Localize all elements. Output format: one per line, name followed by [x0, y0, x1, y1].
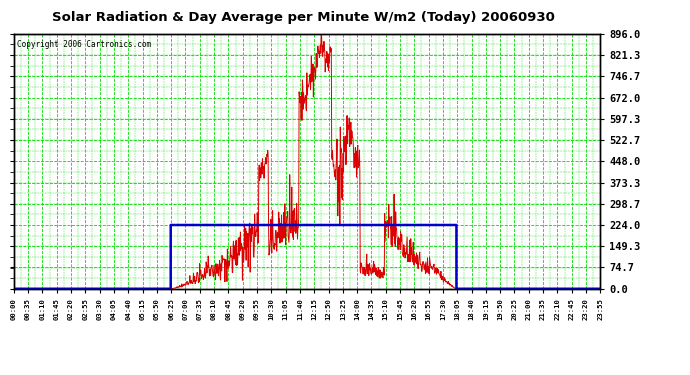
Text: Copyright 2006 Cartronics.com: Copyright 2006 Cartronics.com — [17, 40, 151, 49]
Text: Solar Radiation & Day Average per Minute W/m2 (Today) 20060930: Solar Radiation & Day Average per Minute… — [52, 11, 555, 24]
